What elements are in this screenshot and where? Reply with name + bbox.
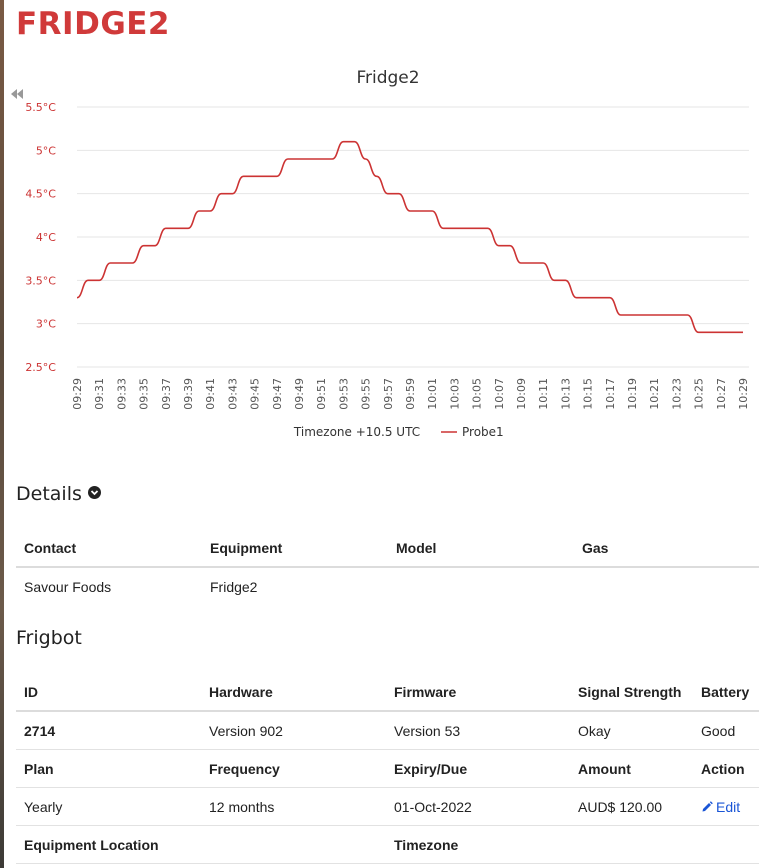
expiry-value: 01-Oct-2022 xyxy=(386,787,570,826)
table-row: Savour Foods Fridge2 xyxy=(16,567,759,605)
firmware-value: Version 53 xyxy=(386,711,570,750)
amount-header: Amount xyxy=(570,749,693,788)
window-edge xyxy=(0,0,4,868)
edit-label: Edit xyxy=(716,798,741,815)
x-axis-label: Timezone +10.5 UTC xyxy=(293,425,420,439)
equipment-location-header: Equipment Location xyxy=(16,825,386,864)
x-tick-label: 09:41 xyxy=(204,378,217,410)
details-title[interactable]: Details xyxy=(16,483,101,505)
frequency-header: Frequency xyxy=(201,749,386,788)
signal-strength-header: Signal Strength xyxy=(570,673,693,712)
chevron-down-icon[interactable] xyxy=(87,486,101,499)
hardware-value: Version 902 xyxy=(201,711,386,750)
action-cell: Edit xyxy=(693,787,759,826)
x-tick-label: 09:39 xyxy=(182,378,195,410)
y-tick-label: 2.5°C xyxy=(25,361,56,374)
expiry-header: Expiry/Due xyxy=(386,749,570,788)
model-header: Model xyxy=(388,529,574,568)
chart-title: Fridge2 xyxy=(356,68,419,88)
y-tick-label: 4°C xyxy=(36,231,56,244)
x-tick-label: 09:49 xyxy=(293,378,306,410)
x-tick-label: 09:45 xyxy=(249,378,262,410)
edit-button[interactable]: Edit xyxy=(701,799,740,815)
plan-value: Yearly xyxy=(16,787,201,826)
id-value: 2714 xyxy=(16,711,201,750)
y-tick-label: 4.5°C xyxy=(25,188,56,201)
amount-value: AUD$ 120.00 xyxy=(570,787,693,826)
x-tick-label: 10:19 xyxy=(626,378,639,410)
plan-header: Plan xyxy=(16,749,201,788)
x-tick-label: 09:43 xyxy=(226,378,239,410)
gas-value xyxy=(574,567,759,605)
collapse-sidebar-icon[interactable] xyxy=(10,88,24,100)
signal-strength-value: Okay xyxy=(570,711,693,750)
x-tick-label: 10:27 xyxy=(715,378,728,410)
x-tick-label: 10:11 xyxy=(537,378,550,410)
x-tick-label: 10:25 xyxy=(693,378,706,410)
x-tick-label: 09:53 xyxy=(337,378,350,410)
x-tick-label: 09:47 xyxy=(271,378,284,410)
model-value xyxy=(388,567,574,605)
x-tick-label: 10:09 xyxy=(515,378,528,410)
equipment-header: Equipment xyxy=(202,529,388,568)
battery-header: Battery xyxy=(693,673,759,712)
action-header: Action xyxy=(693,749,759,788)
x-tick-label: 10:05 xyxy=(471,378,484,410)
firmware-header: Firmware xyxy=(386,673,570,712)
x-tick-label: 09:51 xyxy=(315,378,328,410)
table-header-row: Plan Frequency Expiry/Due Amount Action xyxy=(16,749,759,788)
x-tick-label: 09:29 xyxy=(71,378,84,410)
series-line-probe1 xyxy=(76,140,743,334)
hardware-header: Hardware xyxy=(201,673,386,712)
equipment-value: Fridge2 xyxy=(210,578,258,595)
x-tick-label: 10:01 xyxy=(426,378,439,410)
x-tick-label: 10:07 xyxy=(493,378,506,410)
x-tick-label: 09:59 xyxy=(404,378,417,410)
frequency-value: 12 months xyxy=(201,787,386,826)
x-tick-label: 10:21 xyxy=(648,378,661,410)
frigbot-title: Frigbot xyxy=(16,627,82,649)
table-header-row: Contact Equipment Model Gas xyxy=(16,529,759,568)
x-tick-label: 09:57 xyxy=(382,378,395,410)
gas-header: Gas xyxy=(574,529,759,568)
timezone-header: Timezone xyxy=(386,825,759,864)
y-tick-label: 3°C xyxy=(36,318,56,331)
x-tick-label: 09:55 xyxy=(360,378,373,410)
frigbot-table: ID Hardware Firmware Signal Strength Bat… xyxy=(16,673,759,864)
x-tick-label: 10:15 xyxy=(582,378,595,410)
x-tick-label: 09:33 xyxy=(115,378,128,410)
x-tick-label: 09:35 xyxy=(138,378,151,410)
battery-value: Good xyxy=(693,711,759,750)
contact-header: Contact xyxy=(16,529,202,568)
x-tick-label: 09:37 xyxy=(160,378,173,410)
table-header-row: ID Hardware Firmware Signal Strength Bat… xyxy=(16,673,759,712)
x-tick-label: 10:23 xyxy=(670,378,683,410)
page-title: FRIDGE2 xyxy=(16,6,171,42)
x-tick-label: 10:03 xyxy=(448,378,461,410)
table-header-row: Equipment Location Timezone xyxy=(16,825,759,864)
x-tick-label: 10:13 xyxy=(559,378,572,410)
details-title-text: Details xyxy=(16,483,82,505)
table-row: 2714 Version 902 Version 53 Okay Good xyxy=(16,711,759,750)
legend-label: Probe1 xyxy=(462,425,504,439)
table-row: Yearly 12 months 01-Oct-2022 AUD$ 120.00… xyxy=(16,787,759,826)
contact-value: Savour Foods xyxy=(24,578,112,595)
x-tick-label: 09:31 xyxy=(93,378,106,410)
x-tick-label: 10:29 xyxy=(737,378,750,410)
x-tick-label: 10:17 xyxy=(604,378,617,410)
y-tick-label: 5°C xyxy=(36,144,56,157)
y-tick-label: 5.5°C xyxy=(25,101,56,114)
details-table: Contact Equipment Model Gas Savour Foods… xyxy=(16,529,759,605)
id-header: ID xyxy=(16,673,201,712)
temperature-chart: Fridge2 2.5°C 3°C 3.5°C 4°C 4.5°C 5°C 5.5°C 09… xyxy=(25,68,750,439)
legend[interactable]: Probe1 xyxy=(441,425,504,439)
pencil-icon xyxy=(702,800,713,811)
y-tick-label: 3.5°C xyxy=(25,274,56,287)
